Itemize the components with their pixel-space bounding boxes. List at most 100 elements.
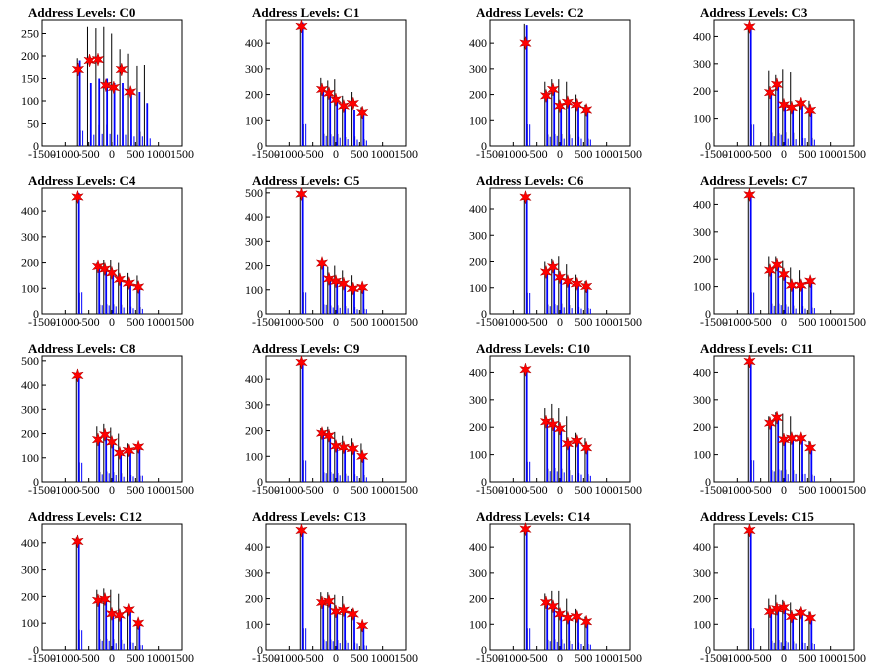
x-tick-label: -500	[302, 147, 324, 161]
x-tick-label: 1000	[595, 651, 619, 665]
peak-marker	[98, 261, 112, 277]
x-tick-label: 0	[333, 315, 339, 329]
x-tick-label: 0	[557, 483, 563, 497]
plot-frame	[265, 19, 407, 147]
peak-marker	[570, 609, 584, 624]
peak-marker	[122, 602, 136, 618]
peak-marker	[346, 441, 360, 456]
chart-title: Address Levels: C5	[252, 173, 360, 188]
x-tick-label: -1000	[499, 651, 527, 665]
x-tick-label: -1500	[476, 147, 504, 161]
x-tick-label: 1500	[170, 651, 194, 665]
peak-marker	[763, 85, 777, 100]
peak-marker	[337, 276, 351, 292]
peak-marker	[553, 269, 567, 285]
peak-marker	[579, 614, 593, 630]
x-tick-label: 0	[109, 483, 115, 497]
histogram-panel: Address Levels: C2 0 100 200 300 400 -1500-100…	[469, 5, 642, 161]
x-tick-label: -500	[526, 147, 548, 161]
x-tick-label: -1000	[275, 315, 303, 329]
peak-marker	[561, 94, 575, 110]
peak-marker	[794, 277, 808, 293]
x-tick-label: 500	[126, 315, 144, 329]
x-tick-label: -1500	[476, 315, 504, 329]
chart-title: Address Levels: C13	[252, 509, 366, 524]
y-tick-label: 100	[21, 281, 39, 295]
peak-marker	[803, 610, 817, 626]
histogram-panel: Address Levels: C1 0 100 200 300 400 -1500-100…	[245, 5, 418, 161]
chart-title: Address Levels: C8	[28, 341, 136, 356]
y-tick-label: 0	[481, 307, 487, 321]
peak-marker	[570, 276, 584, 292]
histogram-panel: Address Levels: C10 0 100 200 300 400 -1500-10…	[469, 341, 642, 497]
x-tick-label: 1000	[819, 147, 843, 161]
peak-marker	[355, 105, 369, 120]
y-tick-label: 100	[21, 451, 39, 465]
peak-marker	[785, 609, 799, 624]
x-tick-label: -1500	[28, 651, 56, 665]
plot-frame	[41, 187, 183, 315]
x-tick-label: -500	[78, 483, 100, 497]
x-tick-label: -1500	[700, 651, 728, 665]
y-tick-label: 200	[693, 420, 711, 434]
chart-title: Address Levels: C1	[252, 5, 359, 20]
y-tick-label: 0	[33, 475, 39, 489]
histogram-panel: Address Levels: C13 0 100 200 300 400 -1500-10…	[245, 509, 418, 665]
peak-marker	[785, 430, 799, 446]
y-tick-label: 0	[481, 139, 487, 153]
y-tick-label: 400	[245, 372, 263, 386]
peak-marker	[337, 439, 351, 455]
peak-marker	[337, 602, 351, 618]
y-tick-label: 300	[469, 228, 487, 242]
x-tick-label: -500	[526, 651, 548, 665]
x-tick-label: 0	[781, 315, 787, 329]
peak-marker	[71, 189, 84, 205]
peak-marker	[553, 421, 567, 436]
x-tick-label: -1000	[51, 651, 79, 665]
chart-title: Address Levels: C15	[700, 509, 814, 524]
x-tick-label: -1500	[700, 315, 728, 329]
peak-marker	[105, 265, 119, 281]
plot-frame	[489, 355, 631, 483]
x-tick-label: -1000	[51, 483, 79, 497]
peak-marker	[355, 279, 369, 295]
peak-marker	[553, 98, 567, 114]
x-tick-label: 0	[109, 651, 115, 665]
histogram-panel: Address Levels: C12 0 100 200 300 400 -1500-10…	[21, 509, 194, 665]
peak-marker	[123, 84, 137, 100]
plot-frame	[489, 523, 631, 651]
peak-marker	[579, 440, 593, 456]
y-tick-label: 200	[245, 88, 263, 102]
x-tick-label: -1000	[723, 315, 751, 329]
peak-marker	[131, 439, 145, 455]
y-tick-label: 400	[469, 540, 487, 554]
peak-marker	[777, 97, 791, 113]
chart-title: Address Levels: C6	[476, 173, 584, 188]
y-tick-label: 300	[469, 62, 487, 76]
y-tick-label: 0	[257, 139, 263, 153]
peak-marker	[570, 433, 584, 449]
peak-marker	[770, 410, 784, 425]
plot-frame	[265, 355, 407, 483]
y-tick-label: 200	[469, 420, 487, 434]
y-tick-label: 400	[693, 540, 711, 554]
peak-marker	[315, 255, 329, 271]
peak-marker	[743, 187, 756, 203]
histogram-panel: Address Levels: C7 0 100 200 300 400 -1500-100…	[693, 173, 866, 329]
x-tick-label: 500	[798, 315, 816, 329]
x-tick-label: 1000	[371, 147, 395, 161]
peak-marker	[71, 368, 84, 383]
y-tick-label: 0	[705, 475, 711, 489]
x-tick-label: 1500	[842, 315, 866, 329]
y-tick-label: 400	[469, 202, 487, 216]
y-tick-label: 0	[33, 643, 39, 657]
x-tick-label: 500	[350, 147, 368, 161]
x-tick-label: -1000	[499, 315, 527, 329]
y-tick-label: 100	[693, 448, 711, 462]
x-tick-label: 1500	[394, 483, 418, 497]
plot-frame	[489, 187, 631, 315]
peak-marker	[743, 523, 756, 538]
y-tick-label: 300	[245, 62, 263, 76]
peak-marker	[131, 279, 145, 295]
x-tick-label: 1000	[595, 483, 619, 497]
